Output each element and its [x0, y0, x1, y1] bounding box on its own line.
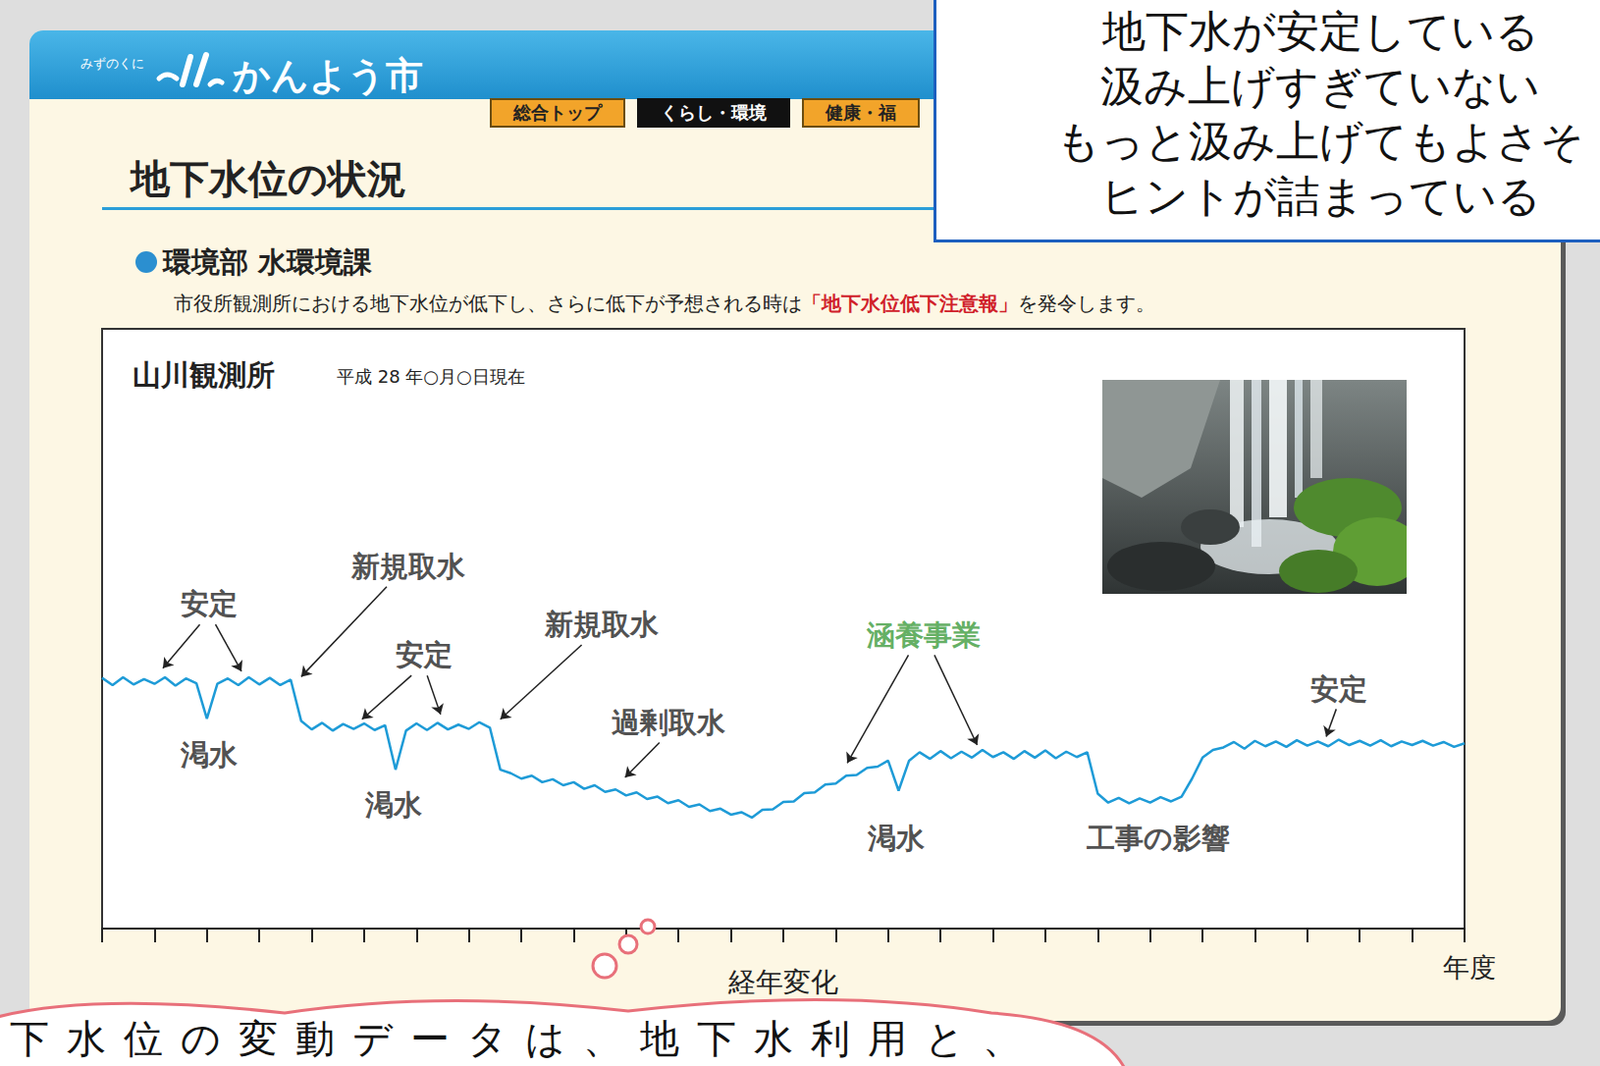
html-text:平成 28 年○月○日現在: 平成 28 年○月○日現在: [336, 366, 525, 387]
svg-text:渇水: 渇水: [179, 738, 239, 772]
svg-text:新規取水: 新規取水: [543, 607, 660, 641]
html-text:市役所観測所における地下水位が低下し、さらに低下が予想される: 市役所観測所における地下水位が低下し、さらに低下が予想される時は「地下水位低下注…: [173, 292, 1156, 316]
svg-text:過剰取水: 過剰取水: [611, 705, 727, 740]
html-text:もっと汲み上げてもよさそ: もっと汲み上げてもよさそ: [1056, 115, 1585, 166]
svg-text:経年変化: 経年変化: [727, 965, 839, 999]
html-text:下水位の変動データは、地下水利用と、: 下水位の変動データは、地下水利用と、: [9, 1015, 1040, 1062]
svg-text:渇水: 渇水: [364, 788, 424, 822]
html-text:年度: 年度: [1442, 952, 1496, 983]
html-text:ヒントが詰まっている: ヒントが詰まっている: [1099, 170, 1541, 221]
svg-text:安定: 安定: [395, 638, 453, 672]
html-text:地下水位の状況: 地下水位の状況: [130, 156, 407, 202]
html-text:健康・福: 健康・福: [825, 102, 897, 123]
html-text:くらし・環境: くらし・環境: [660, 102, 767, 123]
html-text:環境部 水環境課: 環境部 水環境課: [162, 245, 373, 279]
svg-text:安定: 安定: [1310, 672, 1368, 706]
html-text:総合トップ: 総合トップ: [513, 102, 602, 123]
html-text:かんよう市: かんよう市: [232, 53, 424, 98]
svg-text:渇水: 渇水: [866, 821, 926, 855]
html-text:汲み上げすぎていない: 汲み上げすぎていない: [1100, 60, 1541, 111]
svg-text:工事の影響: 工事の影響: [1085, 821, 1230, 855]
svg-text:安定: 安定: [180, 586, 238, 621]
html-text:みずのくに: みずのくに: [80, 55, 145, 71]
html-text:山川観測所: 山川観測所: [132, 358, 275, 392]
svg-text:涵養事業: 涵養事業: [865, 618, 981, 652]
html-text:地下水が安定している: 地下水が安定している: [1101, 5, 1539, 56]
svg-text:新規取水: 新規取水: [350, 549, 467, 584]
